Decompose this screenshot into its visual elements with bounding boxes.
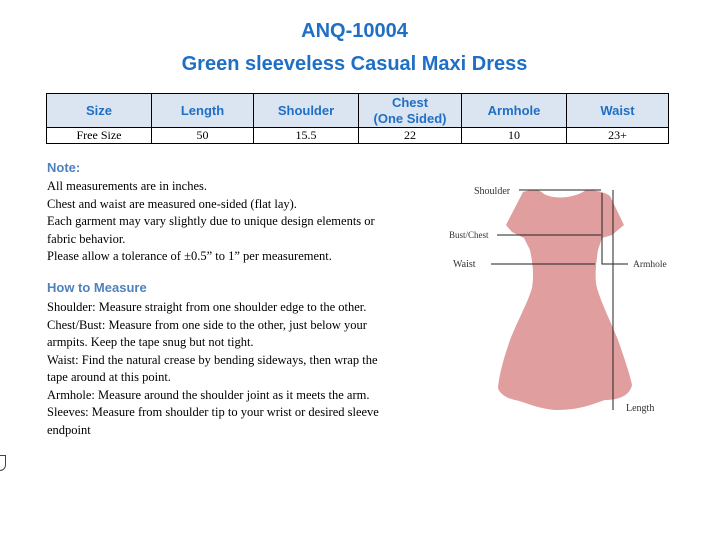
shoulder-label: Shoulder [474, 186, 511, 197]
waist-label: Waist [453, 259, 476, 270]
header-waist: Waist [566, 93, 669, 128]
product-name: Green sleeveless Casual Maxi Dress [181, 53, 528, 75]
cell-size: Free Size [46, 127, 152, 144]
bust-label: Bust/Chest [449, 230, 489, 240]
header-chest: Chest (One Sided) [358, 93, 462, 128]
how-to-line: endpoint [47, 422, 91, 437]
table-header-row: Size Length Shoulder Chest (One Sided) A… [46, 93, 669, 128]
header-size: Size [46, 93, 152, 128]
how-to-line: armpits. Keep the tape snug but not tigh… [47, 335, 254, 349]
how-to-text: Shoulder: Measure straight from one shou… [47, 299, 427, 439]
product-code: ANQ-10004 [301, 20, 408, 42]
how-to-line: Waist: Find the natural crease by bendin… [47, 352, 378, 367]
length-label: Length [626, 403, 654, 414]
cell-waist: 23+ [566, 127, 669, 144]
size-table: Size Length Shoulder Chest (One Sided) A… [46, 93, 669, 144]
how-to-line: Sleeves: Measure from shoulder tip to yo… [47, 405, 379, 419]
note-line: Each garment may vary slightly due to un… [47, 214, 375, 228]
header-armhole: Armhole [461, 93, 567, 128]
partial-edge-icon [0, 455, 6, 471]
header-length: Length [151, 93, 254, 128]
cell-armhole: 10 [461, 127, 567, 144]
table-row: Free Size 50 15.5 22 10 23+ [46, 127, 669, 144]
cell-chest: 22 [358, 127, 462, 144]
cell-shoulder: 15.5 [253, 127, 359, 144]
cell-length: 50 [151, 127, 254, 144]
header-shoulder: Shoulder [253, 93, 359, 128]
how-to-line: tape around at this point. [47, 370, 171, 384]
measurement-diagram: Shoulder Bust/Chest Waist Armhole Length [449, 186, 667, 414]
note-text: All measurements are in inches. Chest an… [47, 178, 427, 266]
how-to-line: Armhole: Measure around the shoulder joi… [47, 387, 370, 402]
armhole-line [601, 236, 628, 265]
dress-illustration [498, 189, 632, 410]
how-to-line: Chest/Bust: Measure from one side to the… [47, 317, 367, 332]
how-to-line: Shoulder: Measure straight from one shou… [47, 300, 367, 314]
note-line: Chest and waist are measured one-sided (… [47, 196, 297, 211]
armhole-label: Armhole [633, 260, 667, 270]
note-line: Please allow a tolerance of ±0.5” to 1” … [47, 249, 332, 263]
how-to-heading: How to Measure [47, 280, 147, 295]
note-line: All measurements are in inches. [47, 179, 208, 193]
note-heading: Note: [47, 160, 81, 175]
note-line: fabric behavior. [47, 231, 126, 246]
